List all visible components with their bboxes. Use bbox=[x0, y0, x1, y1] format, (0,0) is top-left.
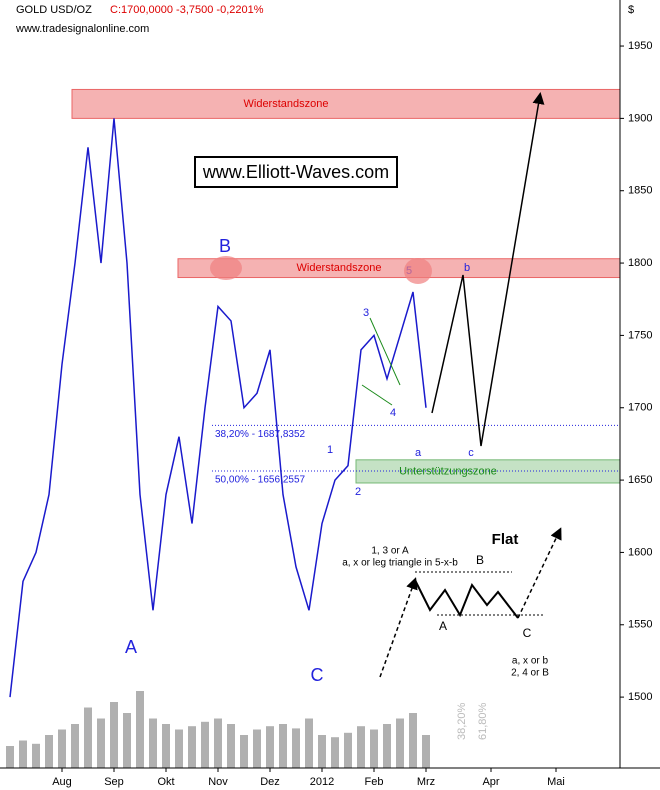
wave-label: 2 bbox=[355, 486, 361, 498]
volume-bar bbox=[6, 746, 14, 768]
wave-label: 1 bbox=[327, 444, 333, 456]
volume-bar bbox=[110, 702, 118, 768]
pattern-title: Flat bbox=[492, 531, 519, 548]
volume-bar bbox=[240, 735, 248, 768]
wave-label: C bbox=[311, 665, 324, 685]
x-tick-label: Nov bbox=[208, 776, 228, 788]
volume-bar bbox=[292, 728, 300, 768]
volume-bar bbox=[383, 724, 391, 768]
y-tick-label: 1600 bbox=[628, 546, 652, 558]
wave-label: A bbox=[125, 637, 137, 657]
source: www.tradesignalonline.com bbox=[15, 23, 149, 35]
volume-bar bbox=[123, 713, 131, 768]
x-tick-label: Mrz bbox=[417, 776, 435, 788]
x-tick-label: Sep bbox=[104, 776, 124, 788]
watermark-box bbox=[194, 156, 398, 188]
y-tick-label: 1700 bbox=[628, 402, 652, 414]
pattern-arrow bbox=[517, 527, 562, 619]
volume-bar bbox=[162, 724, 170, 768]
y-tick-label: 1750 bbox=[628, 329, 652, 341]
fib-label: 50,00% - 1656,2557 bbox=[215, 475, 306, 486]
x-tick-label: Feb bbox=[365, 776, 384, 788]
price-line bbox=[9, 118, 427, 698]
volume-bar bbox=[305, 718, 313, 768]
volume-bar bbox=[253, 729, 261, 768]
y-tick-label: 1500 bbox=[628, 691, 652, 703]
wave-label: 4 bbox=[390, 407, 396, 419]
y-tick-label: 1850 bbox=[628, 185, 652, 197]
projection bbox=[431, 92, 545, 447]
wave-label: B bbox=[219, 236, 231, 256]
volume-bar bbox=[175, 729, 183, 768]
x-tick-label: Mai bbox=[547, 776, 565, 788]
pattern-note: a, x or b bbox=[512, 656, 549, 667]
volume-bar bbox=[331, 737, 339, 768]
volume-bar bbox=[214, 718, 222, 768]
y-tick-label: 1550 bbox=[628, 619, 652, 631]
volume-bar bbox=[19, 740, 27, 768]
watermark: www.Elliott-Waves.com bbox=[202, 162, 389, 182]
wave-label: 3 bbox=[363, 307, 369, 319]
pattern-note: a, x or leg triangle in 5-x-b bbox=[342, 558, 458, 569]
zone-label: Unterstützungszone bbox=[399, 465, 497, 477]
zone-label: Widerstandszone bbox=[244, 98, 329, 110]
volume-bar bbox=[71, 724, 79, 768]
quote: C:1700,0000 -3,7500 -0,2201% bbox=[110, 4, 264, 16]
pattern-path bbox=[414, 579, 519, 619]
zone-label: Widerstandszone bbox=[297, 262, 382, 274]
pattern-note: 1, 3 or A bbox=[371, 546, 409, 557]
triangle-line bbox=[361, 384, 393, 406]
volume-bar bbox=[279, 724, 287, 768]
x-tick-label: Dez bbox=[260, 776, 280, 788]
wave-label: a bbox=[415, 447, 422, 459]
y-tick-label: 1650 bbox=[628, 474, 652, 486]
volume-bar bbox=[344, 732, 352, 768]
pattern-label: A bbox=[439, 619, 447, 633]
currency: $ bbox=[628, 4, 634, 16]
fib-label: 38,20% - 1687,8352 bbox=[215, 429, 306, 440]
symbol: GOLD USD/OZ bbox=[16, 4, 92, 16]
volume-bar bbox=[188, 726, 196, 768]
volume-bar bbox=[357, 726, 365, 768]
pattern-label: B bbox=[476, 553, 484, 567]
pattern-arrow bbox=[379, 577, 418, 678]
projection-label: 38,20% bbox=[456, 702, 468, 740]
projection-label: 61,80% bbox=[477, 702, 489, 740]
volume-bar bbox=[58, 729, 66, 768]
volume-bar bbox=[318, 735, 326, 768]
y-tick-label: 1900 bbox=[628, 112, 652, 124]
volume-bar bbox=[32, 743, 40, 768]
volume-bar bbox=[409, 713, 417, 768]
y-tick-label: 1950 bbox=[628, 40, 652, 52]
volume-bar bbox=[97, 718, 105, 768]
highlight bbox=[210, 256, 242, 280]
volume-bar bbox=[84, 707, 92, 768]
volume-bar bbox=[227, 724, 235, 768]
wave-label: c bbox=[468, 447, 474, 459]
x-tick-label: 2012 bbox=[310, 776, 334, 788]
triangle-line bbox=[369, 317, 401, 386]
zone bbox=[177, 258, 621, 279]
x-tick-label: Okt bbox=[157, 776, 174, 788]
volume-bar bbox=[201, 721, 209, 768]
volume-bar bbox=[136, 691, 144, 768]
pattern-label: C bbox=[523, 626, 532, 640]
x-tick-label: Aug bbox=[52, 776, 72, 788]
volume-bar bbox=[266, 726, 274, 768]
pattern-note: 2, 4 or B bbox=[511, 668, 549, 679]
x-tick-label: Apr bbox=[482, 776, 499, 788]
wave-label: b bbox=[464, 262, 470, 274]
volume-bar bbox=[422, 735, 430, 768]
volume-bar bbox=[45, 735, 53, 768]
zone bbox=[71, 88, 621, 119]
volume-bar bbox=[149, 718, 157, 768]
volume-bar bbox=[370, 729, 378, 768]
y-tick-label: 1800 bbox=[628, 257, 652, 269]
highlight bbox=[404, 258, 432, 284]
volume-bar bbox=[396, 718, 404, 768]
